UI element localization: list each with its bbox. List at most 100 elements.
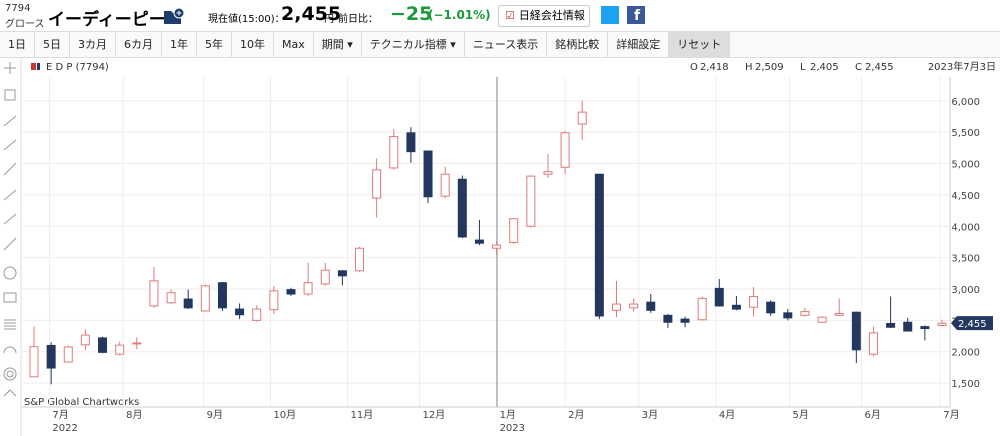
y-tick-label: 3,500 xyxy=(951,254,980,265)
candle-body xyxy=(303,282,313,295)
x-tick-label: 10月 xyxy=(273,409,296,421)
toolbar-button[interactable]: 期間 ▾ xyxy=(314,32,362,57)
toolbar-button[interactable]: テクニカル指標 ▾ xyxy=(362,32,465,57)
tool-wave[interactable] xyxy=(3,389,17,397)
candle-body xyxy=(629,303,639,309)
x-tick-label: 5月 xyxy=(793,409,809,421)
legend-swatch-2 xyxy=(37,63,40,70)
info-button-text: 日経会社情報 xyxy=(518,9,585,22)
candle-body xyxy=(920,326,930,330)
x-tick-label: 2月 xyxy=(568,409,584,421)
price: 2,455 xyxy=(281,3,342,25)
candle-body xyxy=(200,285,210,312)
legend-swatch xyxy=(31,63,36,70)
tool-circle[interactable] xyxy=(3,266,17,280)
toolbar-button[interactable]: 1年 xyxy=(162,32,197,57)
toolbar-button[interactable]: 10年 xyxy=(232,32,274,57)
tool-sidebar xyxy=(3,62,17,397)
source: S&P Global Chartworks xyxy=(24,397,139,408)
y-tick-label: 6,000 xyxy=(951,97,980,108)
toolbar-button[interactable]: 6カ月 xyxy=(116,32,162,57)
toolbar-button[interactable]: 3カ月 xyxy=(70,32,116,57)
candle-body xyxy=(886,322,896,328)
x-tick-label: 4月 xyxy=(719,409,735,421)
facebook-button[interactable]: f xyxy=(627,6,645,24)
toolbar-button[interactable]: Max xyxy=(274,32,314,57)
candle-body xyxy=(183,298,193,309)
last-price-tag xyxy=(951,316,993,331)
year-label: 2022 xyxy=(52,423,77,434)
y-tick-label: 5,500 xyxy=(951,128,980,139)
x-tick-label: 8月 xyxy=(126,409,142,421)
market: グロース xyxy=(5,19,45,30)
date: 2023年7月3日 xyxy=(928,60,996,73)
info-button[interactable]: ☑ 日経会社情報 xyxy=(498,5,590,27)
tool-fib[interactable] xyxy=(4,319,16,330)
ohlc-value: 2,455 xyxy=(865,62,894,73)
candle-body xyxy=(903,321,913,332)
candle-body xyxy=(611,303,621,311)
x-tick-label: 9月 xyxy=(207,409,223,421)
stock-code: 7794 xyxy=(5,3,31,14)
candle-body xyxy=(235,308,245,316)
candle-body xyxy=(646,301,656,311)
toolbar-button[interactable]: 詳細設定 xyxy=(608,32,670,57)
candle-body xyxy=(63,346,73,363)
tool-lines[interactable] xyxy=(3,115,17,251)
grid xyxy=(22,77,950,407)
x-tick-label: 3月 xyxy=(642,409,658,421)
toolbar-button[interactable]: 5年 xyxy=(197,32,232,57)
last-price-label: 2,455 xyxy=(958,319,987,330)
toolbar-button[interactable]: 1日 xyxy=(0,32,35,57)
tool-spiral[interactable] xyxy=(3,367,17,381)
y-tick-label: 3,000 xyxy=(951,285,980,296)
ohlc-value: 2,418 xyxy=(700,62,729,73)
candle-body xyxy=(800,311,810,316)
twitter-button[interactable] xyxy=(601,6,619,24)
x-tick-label: 11月 xyxy=(351,409,374,421)
candle-body xyxy=(543,171,553,175)
candle-body xyxy=(337,270,347,277)
candle-body xyxy=(269,290,279,311)
candle-body xyxy=(817,316,827,323)
change-label: 前日比： xyxy=(338,14,378,25)
candle-body xyxy=(166,292,176,304)
toolbar-button[interactable]: ニュース表示 xyxy=(465,32,548,57)
x-tick-label: 6月 xyxy=(864,409,880,421)
y-tick-label: 2,000 xyxy=(951,348,980,359)
unit: 円 xyxy=(324,14,334,25)
toolbar: 1日 5日 3カ月 6カ月 1年 5年 10年 Max 期間 ▾ テクニカル指標 ▾ ニュース表示銘… xyxy=(0,31,1000,58)
change-pct: (−1.01%) xyxy=(428,8,491,22)
candle-body xyxy=(320,269,330,285)
x-tick-label: 1月 xyxy=(500,409,516,421)
candle-body xyxy=(474,239,484,244)
chart: E D P (7794) 2023年7月3日 S&P Global Chartw… xyxy=(3,57,996,436)
candle-body xyxy=(731,304,741,310)
ohlc-value: 2,405 xyxy=(810,62,839,73)
tool-cross[interactable] xyxy=(4,62,16,74)
tool-spiral-inner xyxy=(6,370,14,378)
candle-body xyxy=(680,318,690,323)
candle-body xyxy=(286,289,296,295)
folder-icon[interactable] xyxy=(163,7,185,25)
candle-body xyxy=(714,287,724,307)
candle-body xyxy=(217,282,227,309)
candle-body xyxy=(697,297,707,321)
ohlc-key: C xyxy=(855,62,862,73)
candle-body xyxy=(29,346,39,378)
toolbar-button[interactable]: 銘柄比較 xyxy=(547,32,609,57)
candle-body xyxy=(526,175,536,227)
toolbar-button[interactable]: 5日 xyxy=(35,32,70,57)
candle-body xyxy=(457,178,467,238)
tool-box[interactable] xyxy=(4,89,16,101)
change: −25 xyxy=(390,3,433,25)
candle-body xyxy=(406,132,416,153)
tool-arc[interactable] xyxy=(3,346,17,354)
toolbar-button[interactable]: リセット xyxy=(669,32,731,57)
ohlc-info: O 2,418 H 2,509 L 2,405 C 2,455 xyxy=(690,62,894,73)
tool-rect[interactable] xyxy=(3,292,17,303)
candle-body xyxy=(766,301,776,314)
y-tick-label: 1,500 xyxy=(951,379,980,390)
ohlc-key: H xyxy=(745,62,753,73)
